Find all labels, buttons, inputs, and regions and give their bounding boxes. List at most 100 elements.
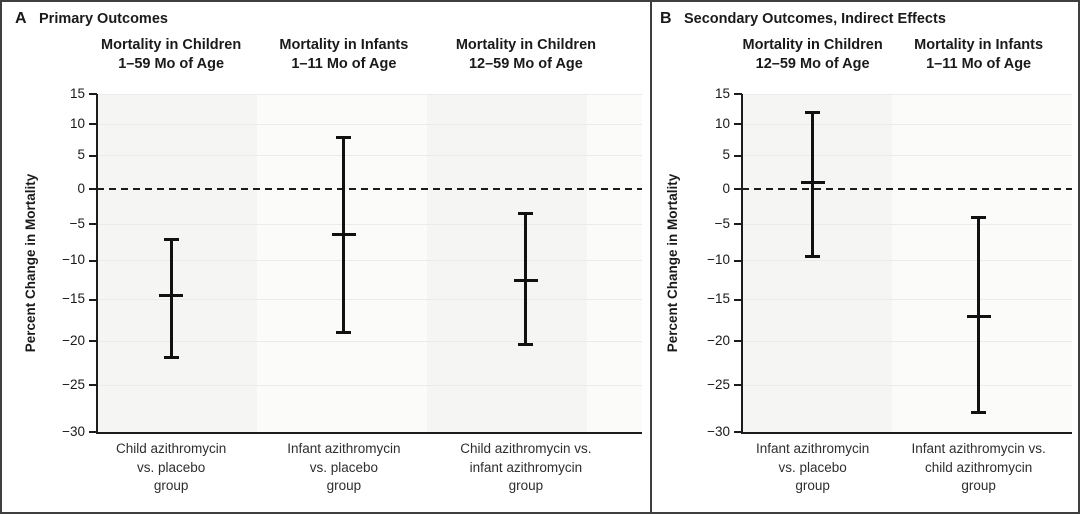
y-tick-label: −10 <box>707 252 730 268</box>
panel-b-secondary-outcomes: B Secondary Outcomes, Indirect Effects P… <box>652 2 1078 512</box>
gridline--15 <box>97 299 642 301</box>
gridline--25 <box>97 384 642 386</box>
column-header: Mortality in Infants 1–11 Mo of Age <box>914 37 1044 72</box>
column-header: Mortality in Infants 1–11 Mo of Age <box>279 37 409 72</box>
y-tick-mark <box>89 123 97 126</box>
plot-background-band <box>257 94 428 432</box>
ci-upper-cap <box>518 212 534 216</box>
y-tick-label: 0 <box>722 180 730 196</box>
ci-upper-cap <box>336 135 352 139</box>
ci-upper-cap <box>971 215 987 219</box>
y-tick-label: 15 <box>69 85 85 101</box>
y-tick-mark <box>734 123 742 126</box>
y-tick-label: −25 <box>707 376 730 392</box>
point-estimate-tick <box>966 314 991 318</box>
gridline--15 <box>742 299 1072 301</box>
gridline--20 <box>742 340 1072 342</box>
gridline--25 <box>742 384 1072 386</box>
y-axis-line <box>741 94 743 432</box>
y-tick-label: −30 <box>707 423 730 439</box>
plot-background-band <box>427 94 587 432</box>
gridline--5 <box>97 223 642 225</box>
point-estimate-tick <box>513 278 538 282</box>
y-tick-mark <box>734 431 742 433</box>
y-tick-mark <box>89 298 97 301</box>
y-tick-mark <box>89 384 97 387</box>
y-tick-label: −20 <box>707 332 730 348</box>
ci-lower-cap <box>971 410 987 414</box>
y-tick-label: −15 <box>62 291 85 307</box>
ci-bar-vertical <box>811 111 815 258</box>
y-tick-mark <box>734 223 742 226</box>
y-tick-mark <box>734 298 742 301</box>
panel-b-letter: B <box>660 10 672 27</box>
point-estimate-tick <box>800 180 825 184</box>
y-tick-mark <box>89 188 97 191</box>
y-tick-mark <box>89 431 97 433</box>
plot-background-band <box>97 94 258 432</box>
y-tick-mark <box>89 93 97 95</box>
y-tick-label: −5 <box>69 215 85 231</box>
y-tick-mark <box>734 340 742 343</box>
group-x-label: Infant azithromycin vs. child azithromyc… <box>911 441 1046 493</box>
gridline-15 <box>97 93 642 95</box>
y-tick-mark <box>734 188 742 191</box>
group-x-label: Child azithromycin vs. infant azithromyc… <box>460 441 592 493</box>
y-tick-label: −25 <box>62 376 85 392</box>
gridline--20 <box>97 340 642 342</box>
y-tick-mark <box>89 154 97 157</box>
panel-a-title: A Primary Outcomes <box>2 10 651 32</box>
group-x-label: Infant azithromycin vs. placebo group <box>287 441 401 493</box>
plot-background-band <box>892 94 1072 432</box>
gridline-15 <box>742 93 1072 95</box>
column-header: Mortality in Children 1–59 Mo of Age <box>101 37 242 72</box>
y-tick-label: −5 <box>714 215 730 231</box>
ci-upper-cap <box>163 237 179 241</box>
y-tick-label: −30 <box>62 423 85 439</box>
gridline--5 <box>742 223 1072 225</box>
zero-reference-line <box>742 188 1072 191</box>
point-estimate-tick <box>159 294 184 298</box>
panel-b-title: B Secondary Outcomes, Indirect Effects <box>652 10 1078 32</box>
ci-lower-cap <box>518 343 534 347</box>
y-tick-label: −10 <box>62 252 85 268</box>
gridline-10 <box>97 123 642 125</box>
group-x-label: Infant azithromycin vs. placebo group <box>755 441 870 493</box>
gridline--10 <box>742 260 1072 262</box>
x-axis-line <box>741 432 1072 434</box>
ci-lower-cap <box>163 356 179 360</box>
gridline--10 <box>97 260 642 262</box>
panel-a-y-axis-label: Percent Change in Mortality <box>23 173 38 353</box>
panel-divider <box>650 2 652 512</box>
column-header: Mortality in Children 12–59 Mo of Age <box>742 37 883 72</box>
point-estimate-tick <box>331 233 356 237</box>
y-tick-label: 5 <box>77 147 85 163</box>
y-tick-mark <box>734 384 742 387</box>
gridline-10 <box>742 123 1072 125</box>
zero-reference-line <box>97 188 642 191</box>
y-tick-label: 15 <box>714 85 730 101</box>
ci-upper-cap <box>805 110 821 114</box>
panel-a-title-text: Primary Outcomes <box>39 11 168 27</box>
y-axis-line <box>96 94 98 432</box>
ci-bar-vertical <box>169 238 173 359</box>
panel-b-title-text: Secondary Outcomes, Indirect Effects <box>684 11 946 27</box>
gridline-5 <box>97 155 642 157</box>
y-tick-label: −20 <box>62 332 85 348</box>
y-tick-mark <box>734 93 742 95</box>
x-axis-line <box>96 432 642 434</box>
y-tick-label: 10 <box>714 115 730 131</box>
y-tick-label: 0 <box>77 180 85 196</box>
y-tick-mark <box>734 259 742 262</box>
panel-b-y-axis-label: Percent Change in Mortality <box>665 173 680 353</box>
y-tick-label: 5 <box>722 147 730 163</box>
panel-a-primary-outcomes: A Primary Outcomes Percent Change in Mor… <box>2 2 651 512</box>
plot-background-band <box>586 94 642 432</box>
gridline-5 <box>742 155 1072 157</box>
panel-a-letter: A <box>15 10 27 27</box>
ci-lower-cap <box>336 330 352 334</box>
y-tick-label: −15 <box>707 291 730 307</box>
ci-lower-cap <box>805 255 821 259</box>
y-tick-mark <box>734 154 742 157</box>
